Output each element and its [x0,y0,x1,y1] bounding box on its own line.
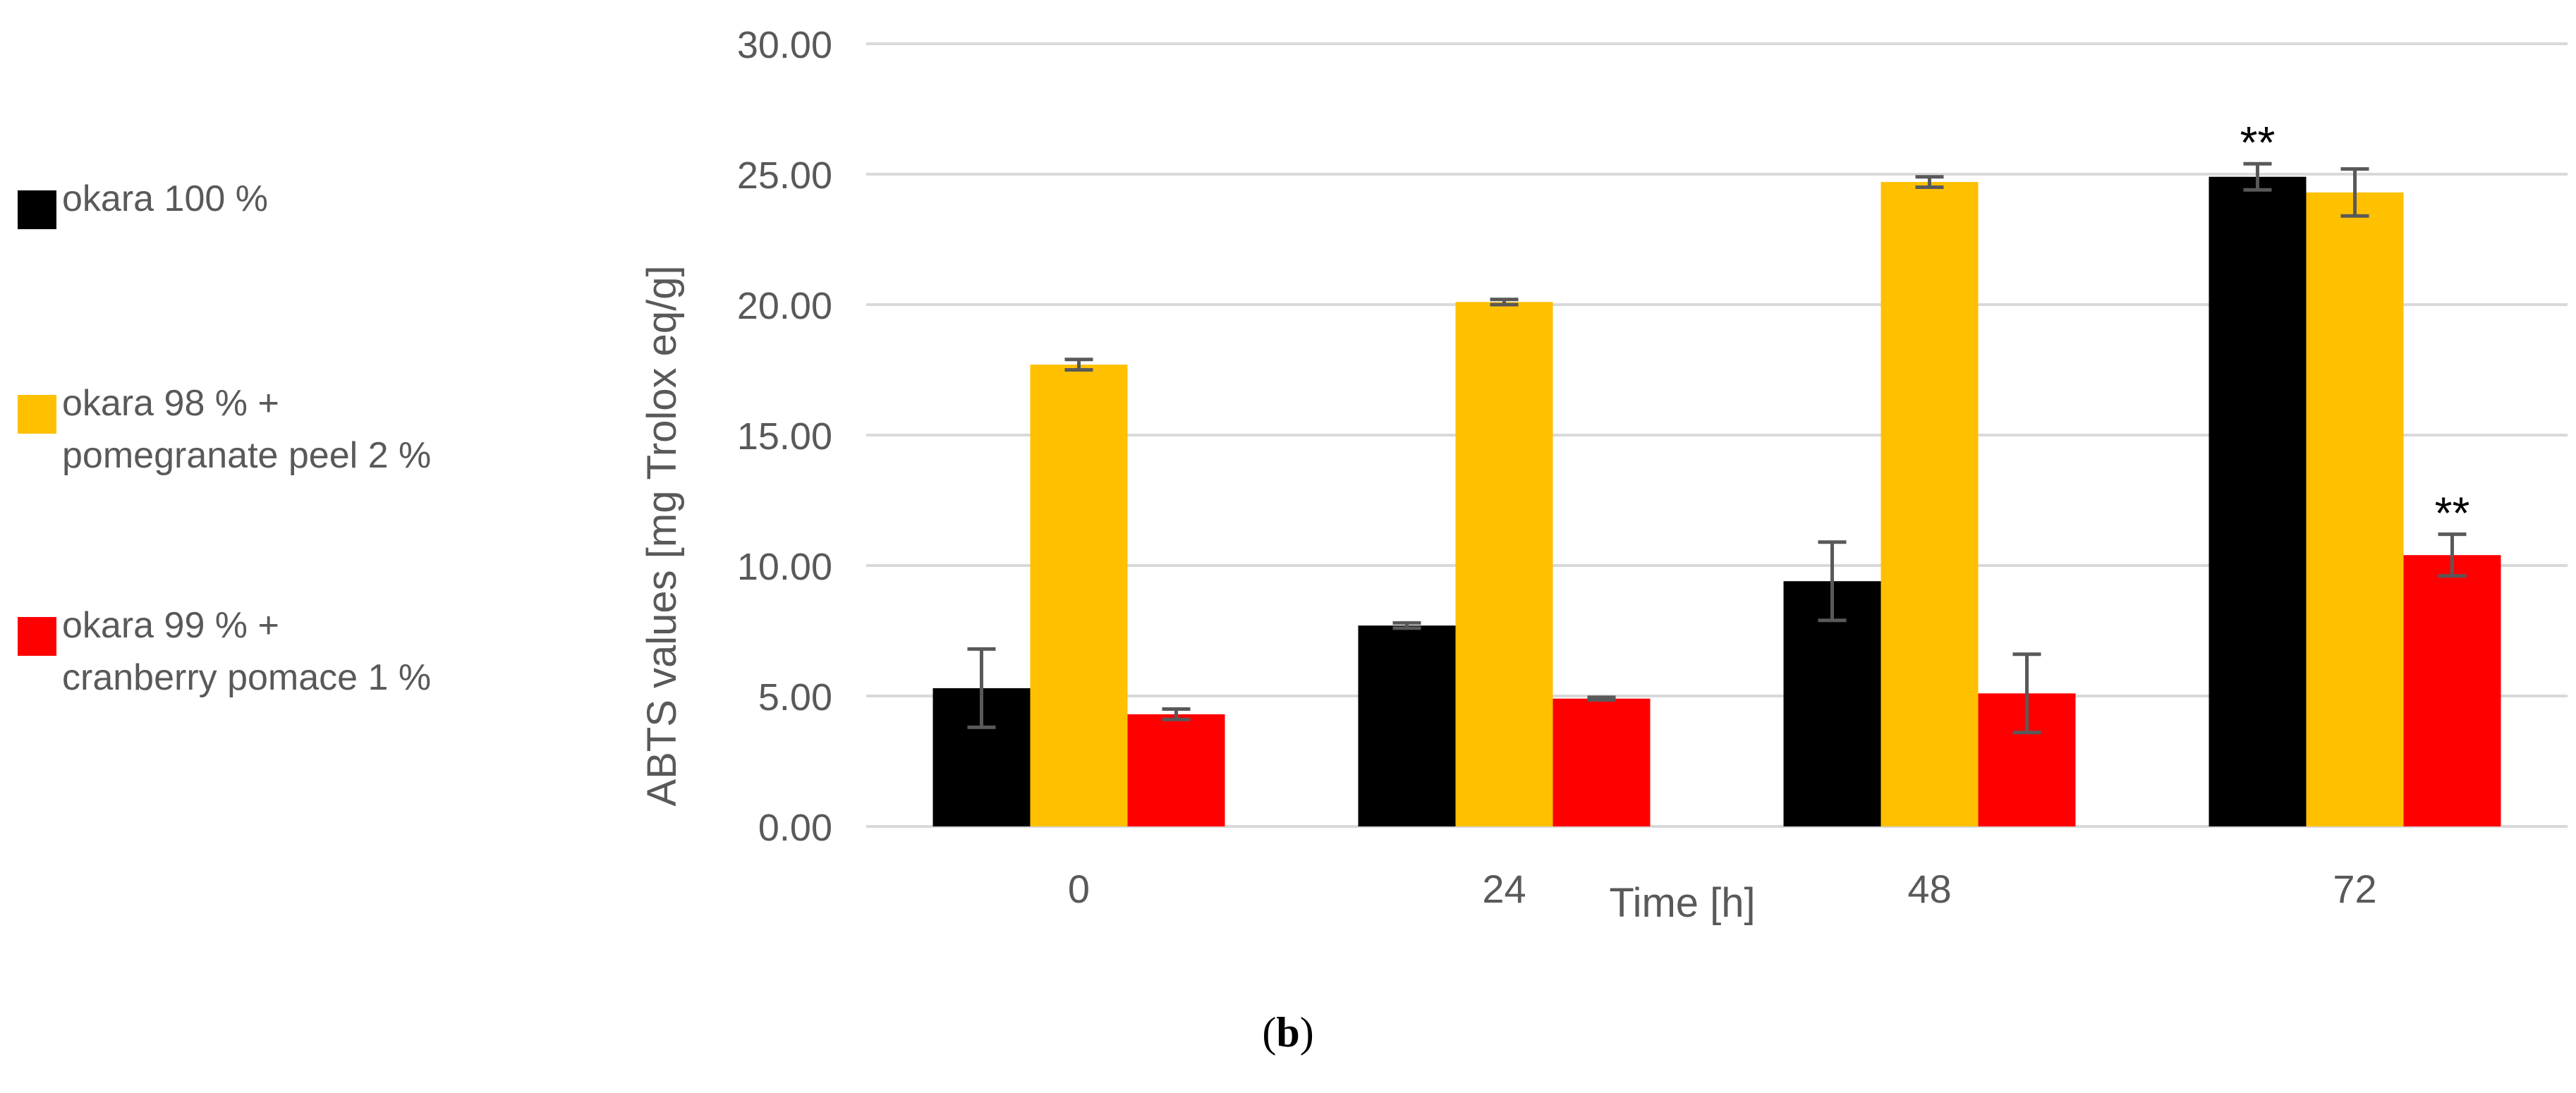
y-tick-label: 25.00 [737,154,832,197]
y-tick-label: 15.00 [737,415,832,458]
x-tick-label: 72 [2333,867,2376,911]
x-tick-label: 48 [1907,867,1951,911]
y-axis-label: ABTS values [mg Trolox eq/g] [639,265,685,806]
annotations: ** ** [2240,117,2470,538]
bar [1553,698,1651,826]
y-tick-label: 0.00 [758,807,832,849]
bars [932,176,2501,827]
bar [1030,365,1128,826]
legend-swatch-black [18,190,56,229]
chart-legend: okara 100 % okara 98 % + pomegranate pee… [18,0,582,776]
bar [2403,555,2501,826]
bar [1455,302,1553,826]
caption-open: ( [1262,1009,1277,1056]
y-tick-label: 10.00 [737,546,832,588]
legend-item-okara-99-cranberry: okara 99 % + cranberry pomace 1 % [18,599,431,704]
y-tick-label: 5.00 [758,676,832,719]
legend-swatch-red [18,617,56,656]
bar [1358,625,1456,826]
tick-labels: 0.00 5.00 10.00 15.00 20.00 25.00 30.00 0 24 48 72 [737,24,2377,911]
x-tick-label: 0 [1068,867,1090,911]
legend-swatch-yellow [18,395,56,434]
legend-label: okara 100 % [62,178,268,219]
legend-label: okara 98 % + pomegranate peel 2 % [62,383,432,476]
legend-item-okara-98-pomegranate: okara 98 % + pomegranate peel 2 % [18,377,431,482]
caption-close: ) [1299,1009,1314,1056]
bar [2306,192,2404,826]
bar [2209,176,2307,826]
x-tick-label: 24 [1482,867,1526,911]
significance-marker: ** [2435,488,2470,539]
significance-marker: ** [2240,117,2276,168]
figure-caption: (b) [0,1008,2576,1057]
caption-label: b [1276,1009,1300,1056]
y-tick-label: 20.00 [737,285,832,327]
bar [1881,182,1979,827]
y-tick-label: 30.00 [737,24,832,66]
legend-item-okara-100: okara 100 % [18,173,268,229]
bar [1127,714,1225,826]
error-bars [967,161,2467,735]
legend-label: okara 99 % + cranberry pomace 1 % [62,605,432,698]
x-axis-label: Time [h] [1609,880,1755,926]
